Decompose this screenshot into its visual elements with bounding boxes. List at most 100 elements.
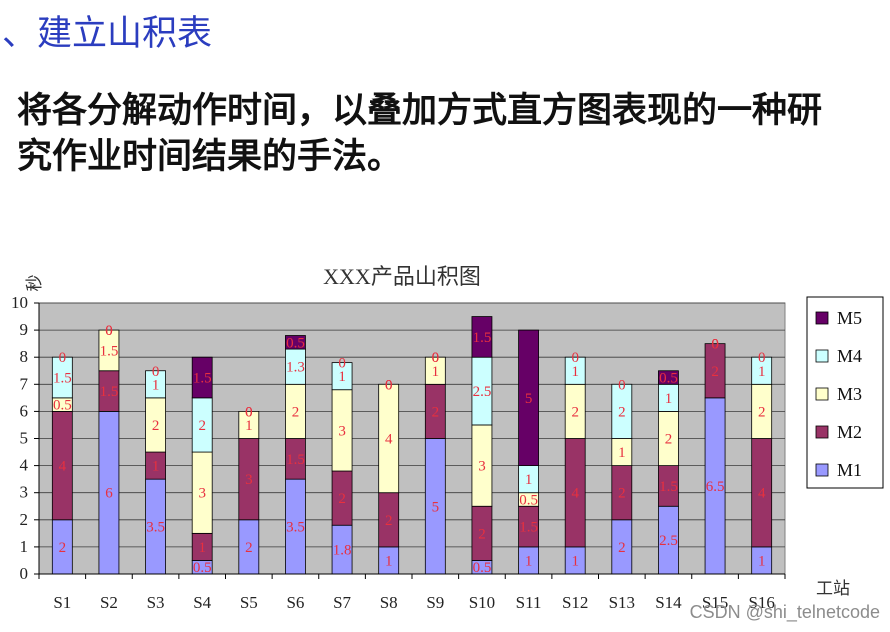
- data-label-S5-M4: 0: [245, 404, 253, 420]
- data-label-S3-M2: 1: [152, 459, 160, 475]
- x-tick-label-S10: S10: [469, 593, 495, 612]
- data-label-S7-M4: 1: [338, 369, 346, 385]
- data-labels: 240.51.5061.51.5003.512100.51321.5231003…: [53, 323, 766, 576]
- data-label-S12-M3: 2: [571, 404, 579, 420]
- data-label-S14-M5: 0.5: [659, 371, 678, 387]
- data-label-S11-M5: 5: [525, 391, 533, 407]
- x-tick-label-S12: S12: [562, 593, 588, 612]
- bar-segment-S5-M3: [238, 410, 260, 439]
- y-axis-title: 秒: [25, 275, 44, 292]
- bar-segment-S14-M5: [658, 370, 679, 385]
- x-tick-label-S1: S1: [53, 593, 71, 612]
- data-label-S14-M3: 2: [665, 432, 673, 448]
- y-tick-label-3: 3: [20, 483, 29, 502]
- data-label-S12-M5: 0: [571, 350, 579, 366]
- data-label-S9-M2: 2: [432, 404, 440, 420]
- data-label-S15-M2: 2: [711, 364, 719, 380]
- data-label-S16-M2: 4: [758, 486, 766, 502]
- bar-segment-S2-M3: [98, 329, 120, 372]
- data-label-S1-M3: 0.5: [53, 398, 72, 414]
- x-tick-label-S7: S7: [333, 593, 351, 612]
- legend-swatch-M2: [815, 425, 829, 439]
- y-tick-label-9: 9: [20, 320, 29, 339]
- data-label-S6-M1: 3.5: [286, 520, 305, 536]
- data-label-S3-M3: 2: [152, 418, 160, 434]
- x-tick-label-S5: S5: [240, 593, 258, 612]
- x-tick-label-S8: S8: [380, 593, 398, 612]
- data-label-S6-M5: 0.5: [286, 335, 305, 351]
- data-label-S1-M2: 4: [59, 459, 67, 475]
- data-label-S16-M1: 1: [758, 553, 766, 569]
- data-label-S5-M2: 3: [245, 472, 253, 488]
- data-label-S14-M4: 1: [665, 391, 673, 407]
- bar-segment-S3-M4: [145, 370, 166, 399]
- data-label-S4-M3: 3: [198, 486, 206, 502]
- data-label-S6-M3: 2: [292, 404, 300, 420]
- data-label-S10-M2: 2: [478, 526, 486, 542]
- legend-swatch-M5: [815, 311, 829, 325]
- bar-segment-S8-M3: [378, 383, 400, 494]
- x-axis-title: 工站: [816, 579, 850, 598]
- legend-label-M3: M3: [837, 384, 862, 404]
- data-label-S2-M2: 1.5: [100, 384, 119, 400]
- data-label-S8-M5: 0: [385, 377, 393, 393]
- slide-title: 、建立山积表: [2, 14, 213, 54]
- bar-segment-S13-M4: [611, 383, 633, 439]
- data-label-S11-M4: 1: [525, 472, 533, 488]
- data-label-S9-M3: 1: [432, 364, 440, 380]
- legend: M5 M4 M3 M2 M1: [806, 296, 884, 489]
- x-tick-label-S3: S3: [147, 593, 165, 612]
- data-label-S9-M1: 5: [432, 499, 440, 515]
- data-label-S13-M5: 0: [618, 377, 626, 393]
- data-label-S6-M4: 1.3: [286, 360, 305, 376]
- data-label-S3-M4: 1: [152, 377, 160, 393]
- data-label-S7-M1: 1.8: [333, 543, 352, 559]
- x-tick-label-S15: S15: [702, 593, 728, 612]
- legend-item-M1: M1: [815, 460, 862, 480]
- data-label-S7-M2: 2: [338, 491, 346, 507]
- data-label-S2-M1: 6: [105, 486, 113, 502]
- data-label-S8-M2: 2: [385, 513, 393, 529]
- data-label-S12-M1: 1: [571, 553, 579, 569]
- x-tick-label-S16: S16: [748, 593, 774, 612]
- bar-segment-S16-M4: [751, 356, 773, 385]
- data-label-S10-M1: 0.5: [473, 560, 492, 576]
- data-label-S15-M5: 0: [711, 337, 719, 353]
- data-label-S13-M4: 2: [618, 404, 626, 420]
- data-label-S1-M4: 1.5: [53, 371, 72, 387]
- data-label-S15-M1: 6.5: [706, 479, 725, 495]
- data-label-S16-M3: 2: [758, 404, 766, 420]
- bar-segment-S12-M4: [564, 356, 586, 385]
- data-label-S5-M5: 0: [245, 404, 253, 420]
- legend-swatch-M4: [815, 349, 829, 363]
- legend-item-M3: M3: [815, 384, 862, 404]
- y-tick-label-1: 1: [20, 537, 29, 556]
- data-label-S14-M1: 2.5: [659, 533, 678, 549]
- bar-segment-S6-M5: [285, 335, 306, 350]
- data-label-S4-M4: 2: [198, 418, 206, 434]
- data-label-S2-M5: 0: [105, 323, 113, 339]
- bar-segment-S7-M4: [331, 362, 353, 391]
- y-tick-label-7: 7: [20, 374, 29, 393]
- data-label-S10-M4: 2.5: [473, 384, 492, 400]
- data-label-S16-M5: 0: [758, 350, 766, 366]
- data-label-S2-M3: 1.5: [100, 343, 119, 359]
- y-tick-label-0: 0: [20, 564, 29, 583]
- slide-body: 将各分解动作时间，以叠加方式直方图表现的一种研 究作业时间结果的手法。: [17, 88, 822, 180]
- data-label-S14-M2: 1.5: [659, 479, 678, 495]
- bar-segment-S1-M4: [51, 356, 73, 399]
- x-tick-label-S13: S13: [609, 593, 635, 612]
- legend-label-M4: M4: [837, 346, 862, 366]
- data-label-S3-M5: 0: [152, 364, 160, 380]
- x-tick-label-S6: S6: [286, 593, 304, 612]
- data-label-S12-M2: 4: [571, 486, 579, 502]
- legend-label-M1: M1: [837, 460, 862, 480]
- data-label-S13-M3: 1: [618, 445, 626, 461]
- y-tick-label-10: 10: [11, 293, 28, 312]
- data-label-S4-M1: 0.5: [193, 560, 212, 576]
- data-label-S5-M3: 1: [245, 418, 253, 434]
- x-tick-label-S14: S14: [655, 593, 682, 612]
- x-tick-label-S4: S4: [193, 593, 211, 612]
- bar-segment-S9-M3: [424, 356, 446, 385]
